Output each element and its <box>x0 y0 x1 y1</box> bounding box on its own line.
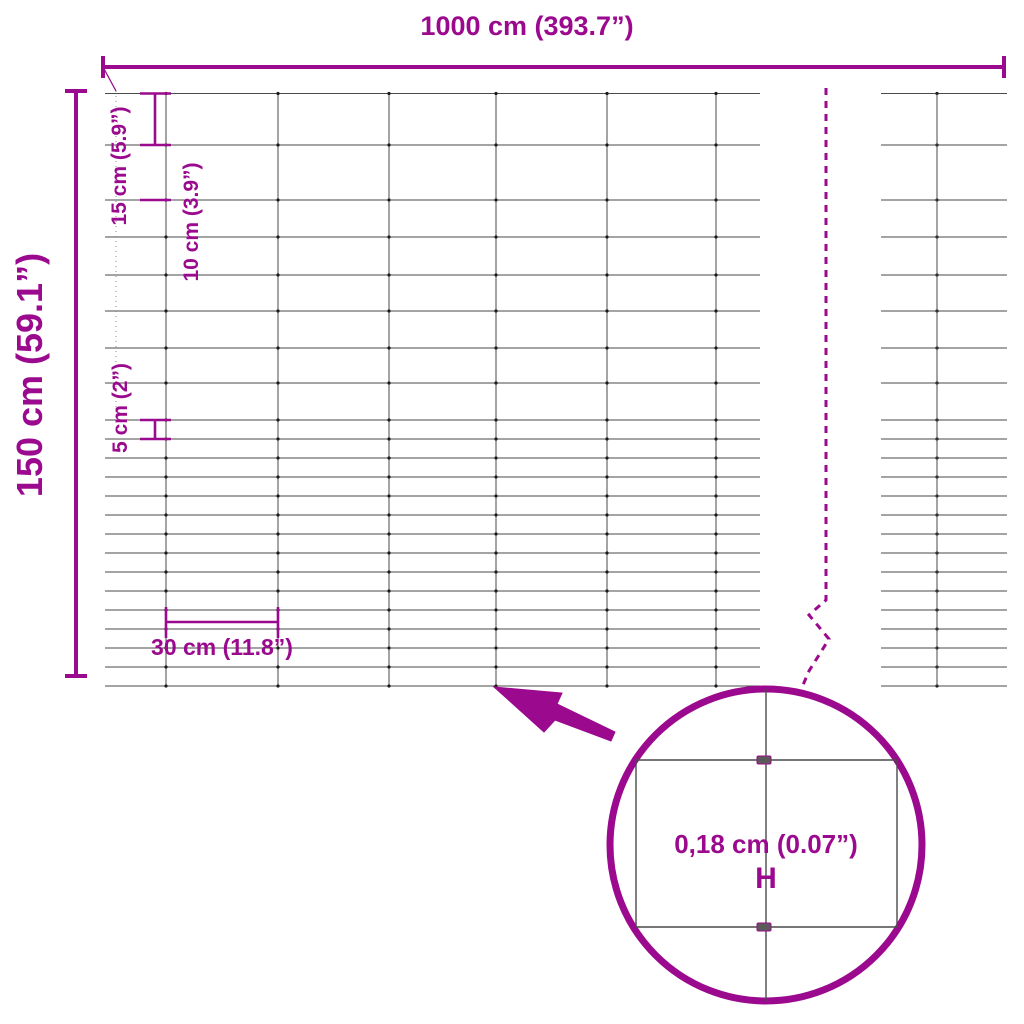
svg-text:H: H <box>755 862 777 895</box>
svg-text:10 cm (3.9”): 10 cm (3.9”) <box>180 162 203 281</box>
svg-text:5 cm (2”): 5 cm (2”) <box>109 363 132 453</box>
svg-text:1000 cm (393.7”): 1000 cm (393.7”) <box>420 11 633 41</box>
svg-text:150 cm (59.1”): 150 cm (59.1”) <box>9 253 50 497</box>
svg-text:30 cm (11.8”): 30 cm (11.8”) <box>151 634 293 660</box>
svg-text:0,18 cm (0.07”): 0,18 cm (0.07”) <box>674 829 858 859</box>
svg-text:15 cm (5.9”): 15 cm (5.9”) <box>108 106 131 225</box>
